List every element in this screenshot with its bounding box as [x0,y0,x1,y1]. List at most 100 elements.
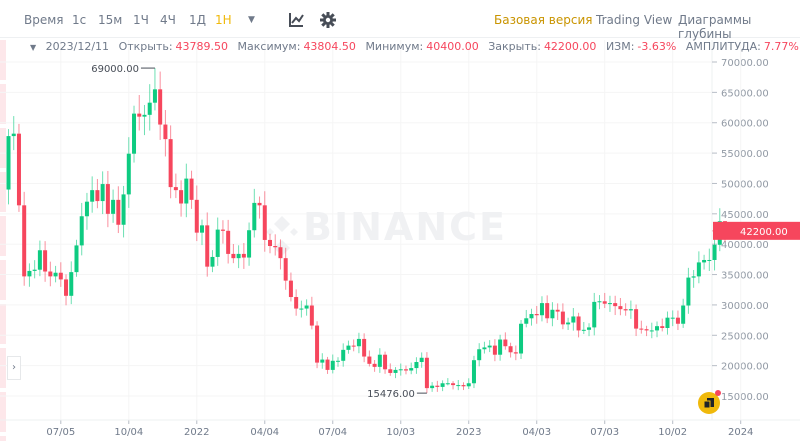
candle [367,350,372,367]
candle [22,191,27,286]
candle-body [712,244,717,260]
candle [613,295,618,316]
candle [524,309,529,328]
indicators-icon[interactable] [288,12,304,28]
candle [356,332,361,354]
candle-body [158,89,163,125]
candle-body [424,357,429,389]
candle [11,116,16,151]
candle [383,351,388,374]
candle-body [602,301,607,304]
candle-body [273,246,278,248]
candle-body [409,368,414,371]
candle-body [477,349,482,361]
candle [576,312,581,338]
candle [466,378,471,390]
candle-body [95,190,100,202]
time-tick-label: 10/03 [386,427,415,438]
candle [194,185,199,242]
collapse-info-icon[interactable]: ▼ [30,43,37,52]
candle-body [137,113,142,117]
candle-body [22,205,27,277]
interval-15m[interactable]: 15м [98,13,123,27]
candle [126,137,131,208]
candle-body [126,153,131,195]
candle [649,322,654,339]
price-tick-label: 45000.00 [721,210,769,221]
candle [48,261,53,287]
candle-body [644,329,649,331]
candle-body [686,277,691,306]
candle [623,303,628,316]
binance-watermark: BINANCE [303,205,507,249]
candle-body [461,385,466,387]
candle-body [257,202,262,206]
candle-body [268,239,272,247]
interval-4h[interactable]: 4Ч [160,13,176,27]
low-value: 40400.00 [426,40,479,53]
candle [393,367,398,379]
candle [43,241,48,282]
candle-body [341,349,346,361]
price-tick-label: 55000.00 [721,149,769,160]
candle-body [592,301,597,328]
candle-body [105,184,110,214]
amplitude-value: 7.77% [763,40,799,53]
settings-gear-icon[interactable] [320,12,336,28]
interval-1d[interactable]: 1Д [189,13,207,27]
candle [335,357,340,367]
candle [670,310,675,327]
candle-body [560,311,565,325]
high-label: Максимум: [237,40,301,53]
candle-body [377,354,382,367]
candle-body [330,360,335,370]
candle [607,295,612,312]
candle [257,196,262,219]
candle-body [576,316,581,331]
candle [241,243,246,269]
candle-body [628,309,633,311]
candle-body [27,270,32,277]
candle [236,245,241,269]
candle [545,295,550,324]
time-tick-label: 04/04 [250,427,279,438]
candle-body [665,317,670,328]
candle-body [398,369,403,371]
interval-1s[interactable]: 1с [72,13,87,27]
candle-body [623,309,628,311]
interval-time[interactable]: Время [24,13,64,27]
view-tradingview[interactable]: Trading View [596,13,673,27]
floating-action-button[interactable] [698,390,721,414]
candle [503,332,508,350]
expand-panel-button[interactable]: › [7,356,21,380]
candle [95,178,100,209]
change-label: ИЗМ: [605,40,635,53]
view-depth-chart[interactable]: Диаграммы глубины [678,13,752,41]
candle [430,382,435,392]
candle [294,289,299,316]
candle [513,345,518,361]
candle [372,359,377,372]
price-tick-label: 20000.00 [721,362,769,373]
candle-body [37,250,42,270]
ohlc-info-bar: ▼ 2023/12/11 Открыть: 43789.50 Максимум: 4… [0,40,799,60]
candle [200,219,205,246]
candle-body [430,385,435,389]
interval-1h[interactable]: 1Ч [133,13,149,27]
candle-body [215,229,220,257]
candle-body [696,262,701,277]
candle [111,189,116,223]
candle-body [309,305,314,326]
candle [445,378,450,386]
candle [6,129,11,205]
candle [566,317,571,331]
candle [409,362,414,375]
candle [179,180,184,217]
view-basic[interactable]: Базовая версия [494,13,593,27]
price-tick-label: 25000.00 [721,331,769,342]
candle-body [388,369,393,373]
interval-1w[interactable]: 1Н [215,13,232,27]
more-intervals-dropdown-icon[interactable]: ▼ [248,15,255,25]
candle [403,365,408,375]
